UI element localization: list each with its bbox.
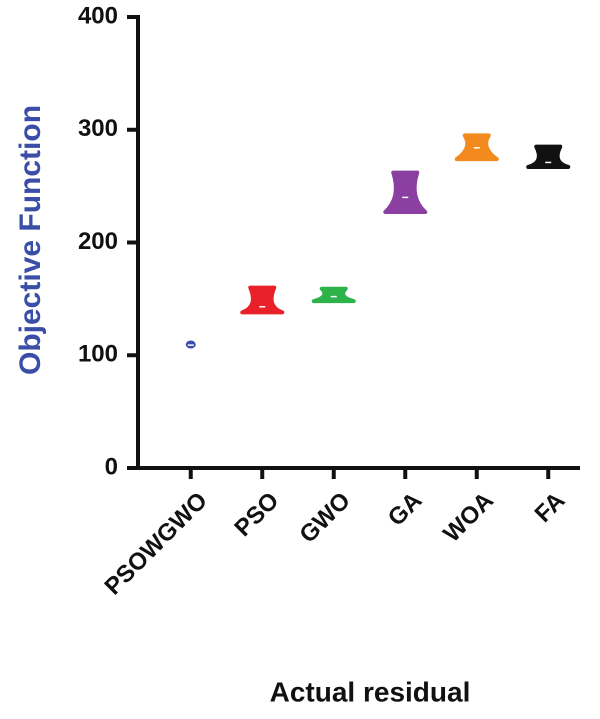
y-tick-label: 400: [78, 2, 118, 29]
y-tick-label: 200: [78, 228, 118, 255]
violin: [383, 170, 428, 215]
violin: [311, 286, 356, 304]
y-tick-label: 0: [105, 453, 118, 480]
x-tick-label: GWO: [294, 487, 356, 549]
x-axis-label: Actual residual: [270, 676, 471, 707]
y-axis-label: Objective Function: [14, 105, 47, 375]
x-tick-label: GA: [383, 487, 428, 532]
x-tick-label: FA: [530, 487, 571, 528]
y-tick-label: 100: [78, 341, 118, 368]
x-tick-label: PSOWGWO: [100, 487, 213, 600]
y-tick-label: 300: [78, 115, 118, 142]
violin: [526, 144, 571, 169]
x-tick-label: PSO: [229, 487, 284, 542]
violin: [240, 285, 285, 315]
x-tick-label: WOA: [438, 487, 499, 548]
